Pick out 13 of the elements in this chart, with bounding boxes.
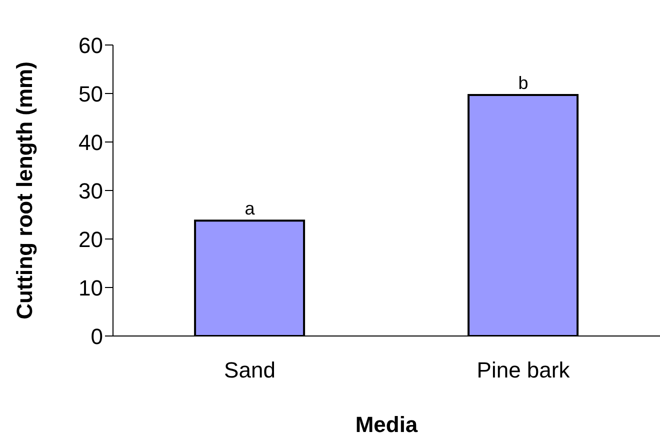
x-axis-title: Media (355, 412, 418, 436)
y-tick-label: 0 (90, 324, 103, 349)
y-tick-label: 50 (78, 81, 103, 106)
y-tick-label: 20 (78, 226, 103, 252)
x-tick-label: Sand (224, 358, 276, 383)
y-tick-label: 30 (78, 178, 103, 204)
annotation: a (244, 198, 256, 219)
annotation: b (518, 72, 528, 93)
y-tick-label: 40 (78, 130, 103, 155)
y-axis-title: Cutting root length (mm) (12, 62, 37, 320)
y-tick-label: 60 (78, 32, 103, 58)
x-tick-label: Pine bark (476, 358, 571, 383)
y-tick-label: 10 (78, 275, 103, 300)
